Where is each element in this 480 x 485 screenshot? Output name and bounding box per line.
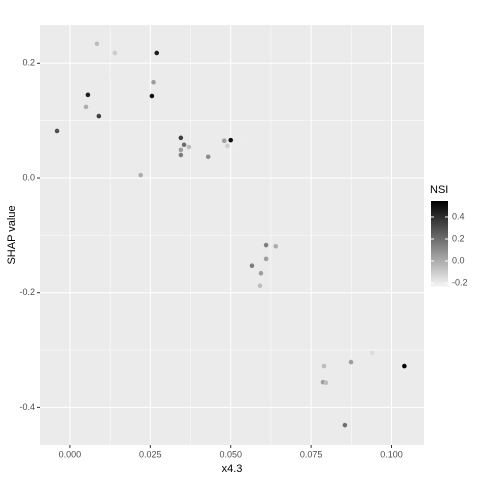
x-axis-label: x4.3 bbox=[222, 463, 243, 475]
point bbox=[85, 92, 91, 98]
color-tick-label: 0.0 bbox=[452, 255, 465, 265]
point bbox=[258, 270, 264, 276]
x-tick-label: 0.025 bbox=[139, 449, 162, 459]
point bbox=[106, 70, 111, 76]
point bbox=[221, 138, 227, 144]
x-tick-label: 0.075 bbox=[300, 449, 323, 459]
point bbox=[323, 380, 329, 386]
color-tick-label: -0.2 bbox=[452, 277, 468, 287]
point bbox=[233, 145, 239, 151]
point bbox=[143, 124, 149, 130]
point bbox=[402, 363, 407, 369]
y-tick-label: 0.0 bbox=[22, 172, 35, 182]
point bbox=[249, 263, 255, 269]
color-bar bbox=[431, 201, 448, 287]
point bbox=[178, 147, 184, 153]
point bbox=[151, 79, 156, 85]
point bbox=[96, 113, 102, 119]
point bbox=[348, 359, 354, 365]
y-axis-label: SHAP value bbox=[6, 205, 18, 264]
x-tick-label: 0.050 bbox=[219, 449, 242, 459]
point bbox=[77, 138, 82, 144]
point bbox=[94, 41, 100, 47]
color-tick-label: 0.4 bbox=[452, 211, 465, 221]
point bbox=[181, 142, 187, 148]
point bbox=[273, 243, 279, 249]
panel bbox=[40, 25, 424, 445]
point bbox=[186, 144, 192, 150]
point bbox=[244, 138, 250, 144]
color-tick-label: 0.2 bbox=[452, 233, 465, 243]
point bbox=[321, 363, 327, 369]
point bbox=[178, 135, 184, 141]
y-tick-label: -0.4 bbox=[19, 402, 35, 412]
point bbox=[369, 350, 375, 356]
point bbox=[54, 128, 60, 134]
point bbox=[149, 93, 155, 99]
x-tick-label: 0.000 bbox=[59, 449, 82, 459]
point bbox=[263, 242, 269, 248]
point bbox=[83, 104, 89, 110]
point bbox=[112, 50, 118, 56]
y-tick-label: -0.2 bbox=[19, 287, 35, 297]
legend-title: NSI bbox=[430, 184, 448, 196]
point bbox=[154, 50, 160, 56]
y-tick-label: 0.2 bbox=[22, 58, 35, 68]
point bbox=[342, 422, 348, 428]
point bbox=[178, 152, 184, 158]
point bbox=[205, 154, 211, 160]
point bbox=[228, 137, 234, 143]
x-tick-label: 0.100 bbox=[380, 449, 403, 459]
point bbox=[263, 256, 269, 262]
point bbox=[225, 143, 230, 149]
point bbox=[138, 172, 143, 178]
point bbox=[257, 283, 263, 289]
